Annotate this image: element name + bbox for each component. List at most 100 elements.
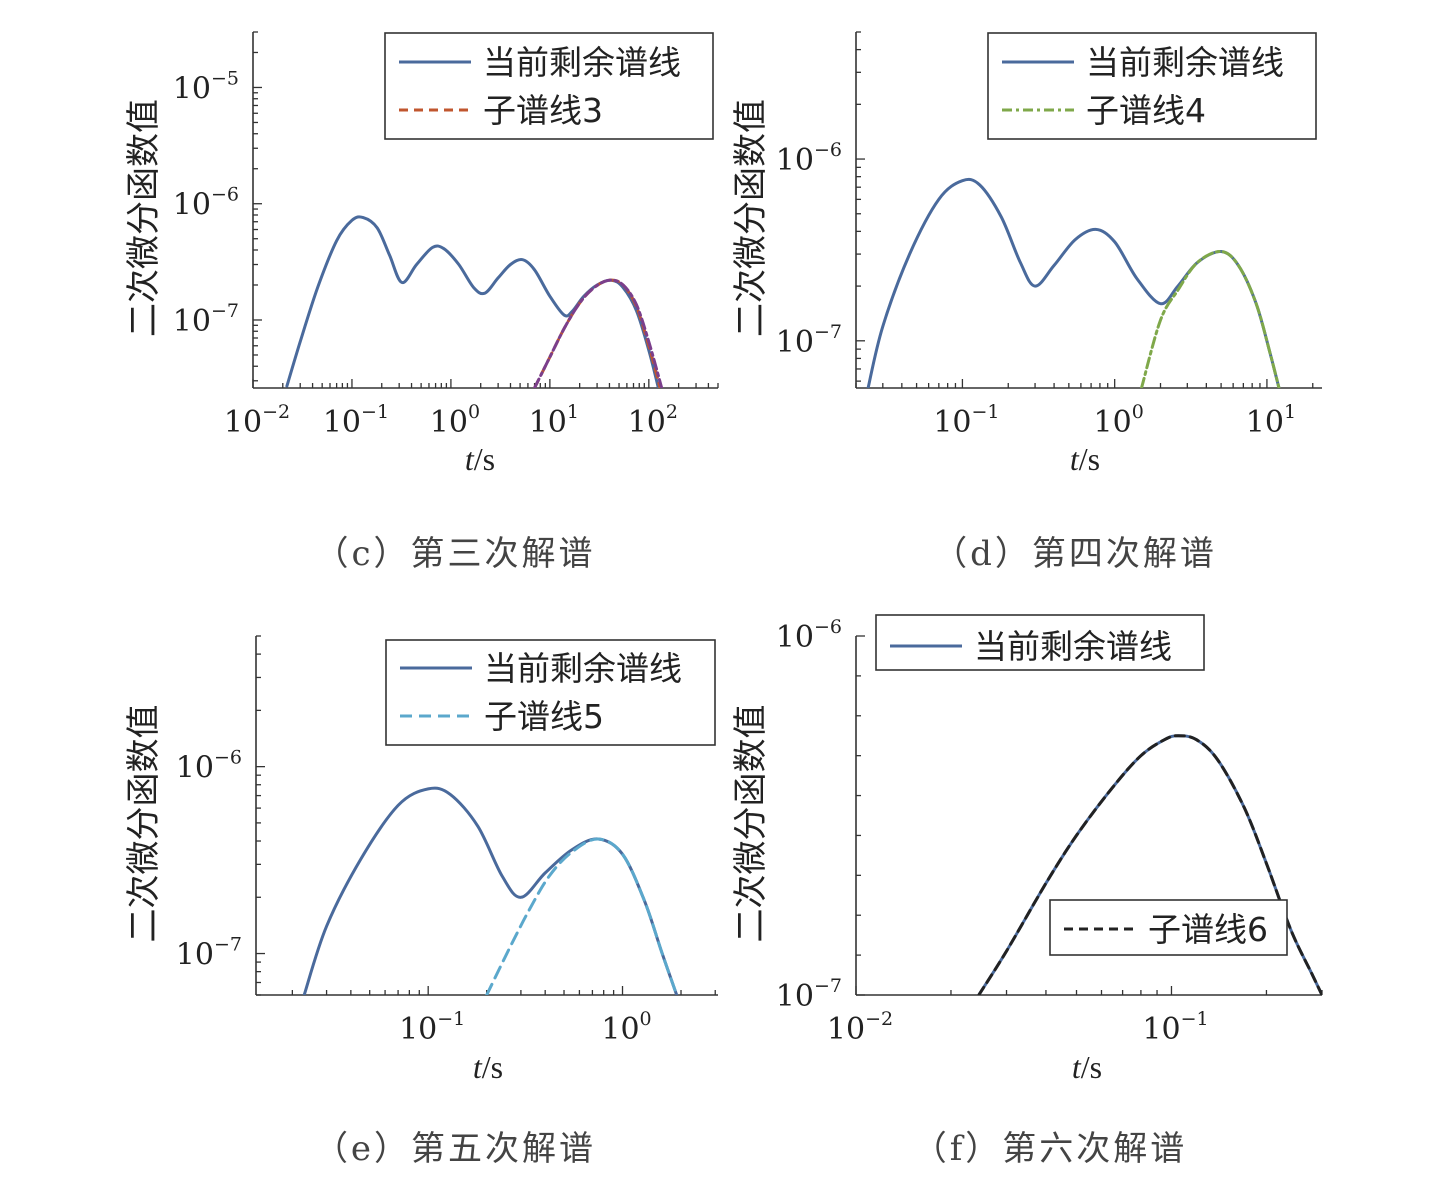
series-line-overlay-2: [533, 278, 664, 388]
tick-label-base: 10: [933, 405, 971, 440]
tick-label-base: 10: [173, 71, 211, 106]
series-line-子谱线4: [1140, 249, 1281, 388]
tick-label-base: 10: [827, 1012, 865, 1047]
tick-label-base: 10: [399, 1012, 437, 1047]
tick-label-exponent: −2: [865, 1008, 893, 1030]
series-group: [285, 215, 664, 388]
x-tick-label: 101: [1246, 401, 1296, 440]
x-axis-title-variable: t: [1070, 441, 1080, 477]
x-axis-title-variable: t: [465, 441, 475, 477]
y-tick-label: 10−7: [173, 300, 239, 339]
tick-label-base: 10: [176, 938, 214, 973]
x-tick-label: 102: [628, 401, 678, 440]
chart-panel-3: 10−1 10010−710−6二次微分函数值t/s当前剩余谱线子谱线5（e）第五…: [124, 635, 718, 1169]
tick-label-base: 10: [1246, 405, 1284, 440]
tick-label-base: 10: [176, 751, 214, 786]
y-tick-label: 10−5: [173, 67, 239, 106]
series-line-子谱线5: [485, 837, 679, 995]
x-axis-title-unit: /s: [474, 441, 495, 477]
x-tick-label: 100: [1094, 401, 1144, 440]
series-group: [866, 177, 1281, 388]
y-tick-label: 10−7: [776, 975, 842, 1014]
legend-box: [385, 639, 716, 746]
x-tick-label: 10−1: [1142, 1008, 1208, 1047]
legend-label: 子谱线6: [1148, 910, 1268, 949]
legend: 当前剩余谱线: [875, 614, 1205, 671]
y-axis-title: 二次微分函数值: [731, 99, 771, 337]
x-tick-label: 101: [529, 401, 579, 440]
tick-label-base: 10: [776, 143, 814, 178]
tick-label-exponent: −6: [211, 184, 239, 206]
x-axis-title-unit: /s: [482, 1049, 503, 1085]
series-group: [977, 734, 1322, 995]
tick-label-exponent: −5: [211, 67, 239, 89]
x-axis-title: t/s: [473, 1049, 503, 1085]
legend-box: [875, 614, 1205, 671]
series-line-当前剩余谱线: [285, 215, 660, 388]
legend-label: 子谱线3: [483, 91, 603, 130]
tick-label-base: 10: [173, 188, 211, 223]
panel-caption: （d）第四次解谱: [933, 534, 1217, 574]
series-line-子谱线3: [533, 278, 662, 388]
y-axis-title: 二次微分函数值: [731, 705, 771, 943]
x-axis-title: t/s: [1072, 1049, 1102, 1085]
tick-label-base: 10: [776, 325, 814, 360]
tick-label-base: 10: [601, 1012, 639, 1047]
tick-label-exponent: −1: [361, 401, 389, 423]
tick-label-exponent: −1: [1181, 1008, 1209, 1030]
x-tick-label: 100: [430, 401, 480, 440]
series-group: [302, 786, 679, 995]
x-tick-label: 100: [601, 1008, 651, 1047]
chart-panel-2: 10−1 100 10110−710−6二次微分函数值t/s当前剩余谱线子谱线4（d…: [731, 31, 1322, 574]
tick-label-base: 10: [529, 405, 567, 440]
tick-label-base: 10: [323, 405, 361, 440]
legend-box: [987, 32, 1317, 140]
legend: 子谱线6: [1049, 899, 1288, 956]
y-tick-label: 10−6: [176, 747, 242, 786]
y-axis-title: 二次微分函数值: [124, 99, 164, 337]
tick-label-exponent: −1: [437, 1008, 465, 1030]
tick-label-base: 10: [1094, 405, 1132, 440]
x-axis-title-variable: t: [1072, 1049, 1082, 1085]
tick-label-exponent: 1: [1284, 401, 1296, 423]
y-tick-label: 10−7: [176, 934, 242, 973]
legend-label: 子谱线4: [1086, 91, 1206, 130]
legend-box: [1049, 899, 1288, 956]
x-tick-label: 10−1: [323, 401, 389, 440]
series-line-子谱线6: [977, 734, 1322, 995]
tick-label-exponent: −6: [814, 616, 842, 638]
chart-panel-4: 10−2 10−110−710−6二次微分函数值t/s当前剩余谱线子谱线6（f）第…: [731, 614, 1323, 1169]
chart-panel-1: 10−2 10−1 100 101 10210−710−610−5二次微分函数值t/s当…: [124, 31, 719, 574]
series-line-当前剩余谱线: [866, 177, 1281, 388]
tick-label-exponent: −7: [814, 975, 842, 997]
y-tick-label: 10−7: [776, 321, 842, 360]
x-axis-title: t/s: [1070, 441, 1100, 477]
tick-label-exponent: −6: [214, 747, 242, 769]
tick-label-exponent: −1: [972, 401, 1000, 423]
tick-label-exponent: 0: [640, 1008, 652, 1030]
tick-label-exponent: −6: [814, 139, 842, 161]
series-line-当前剩余谱线: [977, 734, 1322, 995]
panel-caption: （c）第三次解谱: [314, 534, 595, 574]
legend-label: 当前剩余谱线: [1086, 43, 1284, 82]
x-axis-title-unit: /s: [1081, 1049, 1102, 1085]
tick-label-base: 10: [628, 405, 666, 440]
tick-label-exponent: 2: [666, 401, 678, 423]
x-axis-title-unit: /s: [1079, 441, 1100, 477]
x-tick-label: 10−1: [399, 1008, 465, 1047]
series-line-当前剩余谱线: [302, 786, 679, 995]
tick-label-exponent: 0: [468, 401, 480, 423]
x-tick-label: 10−1: [933, 401, 999, 440]
x-tick-label: 10−2: [827, 1008, 893, 1047]
x-axis-title-variable: t: [473, 1049, 483, 1085]
y-axis-title: 二次微分函数值: [124, 705, 164, 943]
tick-label-exponent: −2: [262, 401, 290, 423]
tick-label-base: 10: [776, 620, 814, 655]
tick-label-base: 10: [1142, 1012, 1180, 1047]
tick-label-exponent: 0: [1132, 401, 1144, 423]
legend-label: 当前剩余谱线: [484, 649, 682, 688]
